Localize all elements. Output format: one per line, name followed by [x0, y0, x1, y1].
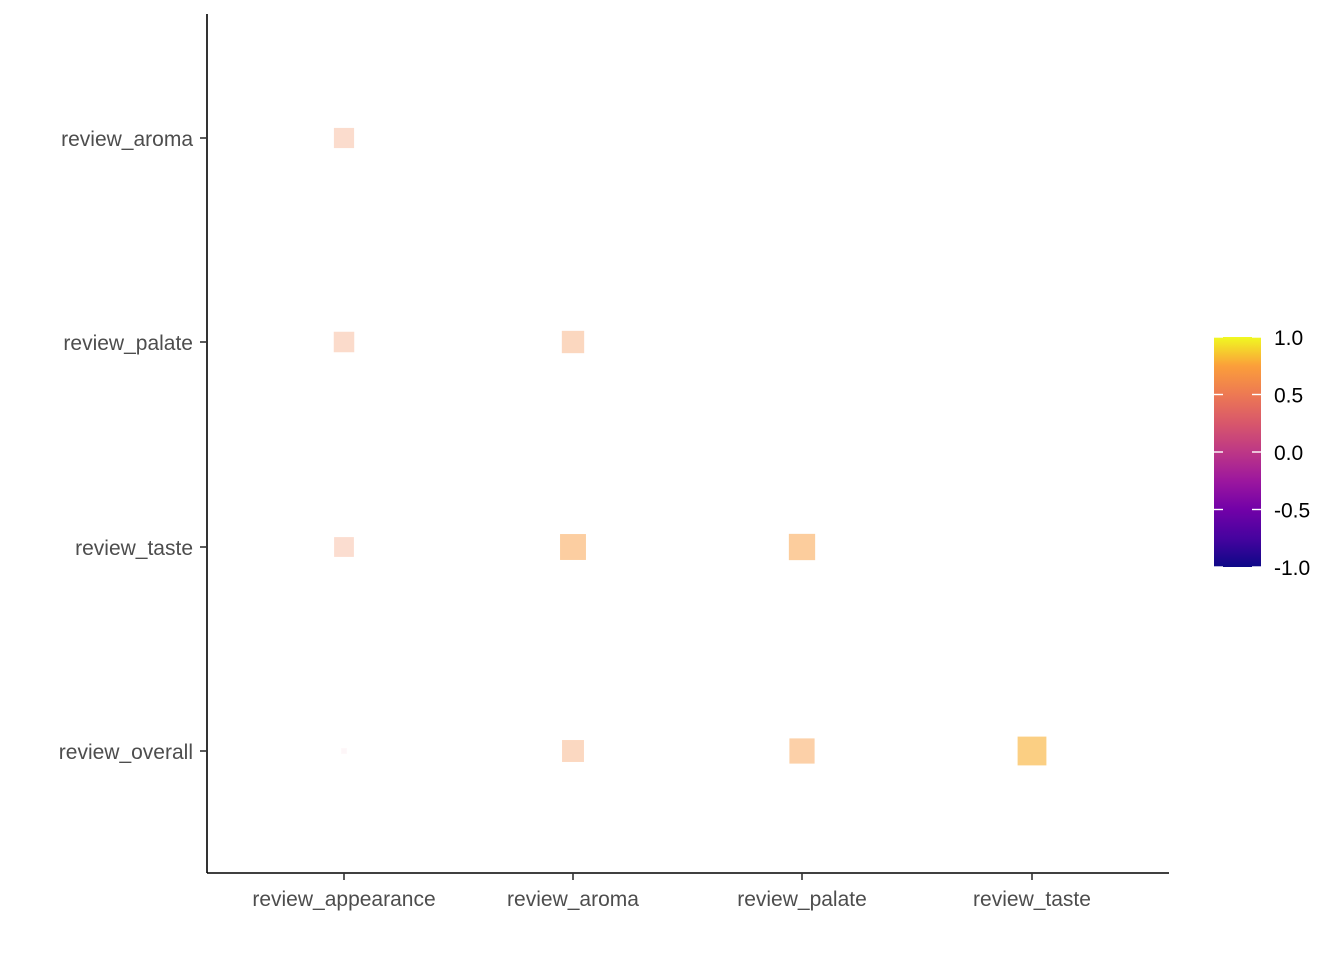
color-legend: 1.0 0.5 0.0 -0.5 -1.0 — [1214, 327, 1310, 580]
legend-tick-label: -1.0 — [1274, 557, 1310, 580]
heatmap-cell-review_palate-review_overall — [789, 738, 815, 764]
heatmap-cells — [333, 127, 1047, 766]
heatmap-cell-review_taste-review_overall — [1017, 736, 1047, 766]
axes — [206, 14, 1169, 874]
y-tick-label-review_aroma: review_aroma — [61, 128, 193, 151]
x-tick-label-review_aroma: review_aroma — [507, 888, 639, 911]
legend-tick-label: -0.5 — [1274, 500, 1310, 523]
heatmap-cell-review_palate-review_taste — [788, 533, 816, 561]
heatmap-cell-review_appearance-review_overall — [341, 748, 347, 754]
y-tick-label-review_palate: review_palate — [63, 332, 193, 355]
legend-tick-label: 1.0 — [1274, 327, 1303, 350]
y-tick-label-review_overall: review_overall — [59, 741, 193, 764]
heatmap-cell-review_appearance-review_palate — [333, 331, 355, 353]
legend-tick-label: 0.0 — [1274, 442, 1303, 465]
legend-tick-label: 0.5 — [1274, 385, 1303, 408]
x-tick-label-review_taste: review_taste — [973, 888, 1091, 911]
heatmap-cell-review_aroma-review_overall — [562, 740, 584, 762]
heatmap-cell-review_appearance-review_taste — [334, 537, 354, 557]
y-tick-label-review_taste: review_taste — [75, 537, 193, 560]
x-tick-label-review_appearance: review_appearance — [252, 888, 435, 911]
axis-ticks: review_appearance review_aroma review_pala… — [59, 128, 1091, 911]
heatmap-cell-review_appearance-review_aroma — [333, 127, 355, 149]
heatmap-cell-review_aroma-review_palate — [561, 330, 585, 354]
heatmap-cell-review_aroma-review_taste — [560, 534, 586, 560]
x-tick-label-review_palate: review_palate — [737, 888, 867, 911]
